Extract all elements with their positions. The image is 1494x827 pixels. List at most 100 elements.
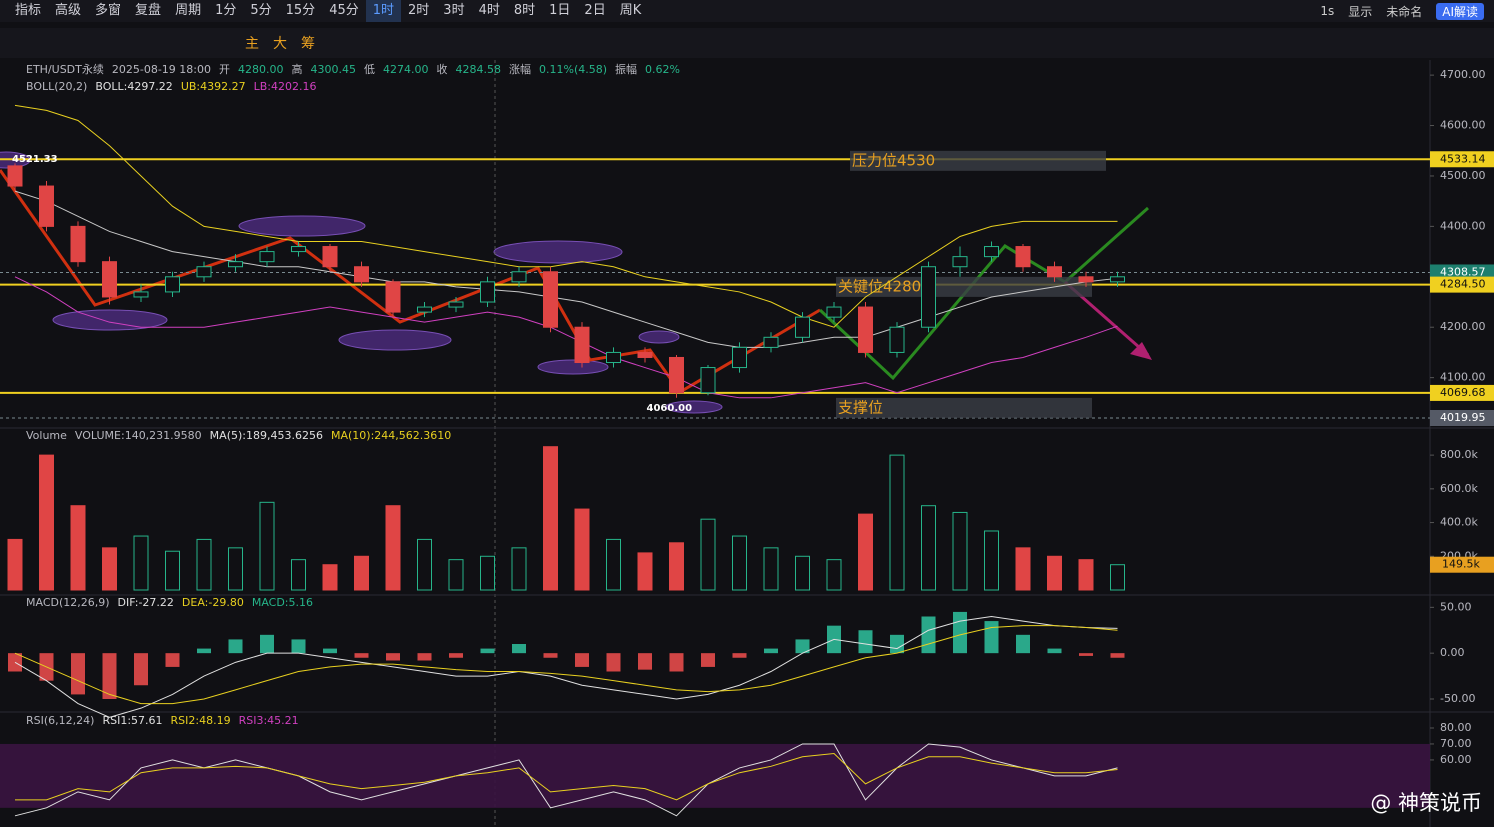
macd-bar	[1016, 634, 1030, 654]
candle-body	[39, 185, 54, 227]
candle-body	[637, 351, 653, 358]
macd-bar	[512, 644, 526, 654]
macd-bar	[1047, 648, 1062, 654]
toolbar-item[interactable]: 1s	[1320, 4, 1335, 18]
toolbar-item[interactable]: 2时	[408, 3, 430, 18]
volume-bar	[858, 513, 873, 591]
y-tick-label: 400.0k	[1440, 516, 1478, 529]
toolbar-item[interactable]: 周K	[619, 3, 642, 18]
toolbar-item[interactable]: 高级	[55, 3, 82, 18]
volume-bar	[102, 547, 117, 591]
volume-bar	[448, 559, 464, 591]
macd-bar	[984, 621, 999, 654]
macd-bar	[417, 653, 432, 661]
toolbar-item[interactable]: 1日	[549, 3, 571, 18]
macd-bar	[71, 653, 85, 695]
toolbar-item[interactable]: 3时	[443, 3, 465, 18]
tool[interactable]: 筹	[301, 36, 315, 52]
indicator-label: RSI2:48.19	[171, 714, 231, 727]
macd-bar	[354, 653, 369, 658]
macd-bar	[953, 611, 967, 654]
level-badge	[1430, 151, 1494, 168]
toolbar-item[interactable]: 4时	[478, 3, 500, 18]
rsi-line	[14, 743, 1118, 817]
candle-body	[165, 276, 180, 293]
volume-bar	[763, 547, 779, 591]
macd-bar	[134, 653, 148, 686]
candle-body	[826, 306, 842, 318]
candle-body	[606, 351, 621, 364]
y-tick-label: 60.00	[1440, 753, 1472, 766]
toolbar-item[interactable]: 5分	[250, 3, 272, 18]
candle-body	[7, 165, 23, 187]
indicator-label: 0.62%	[645, 63, 680, 76]
indicator-label: 4300.45	[311, 63, 357, 76]
toolbar-item[interactable]: 2日	[584, 3, 606, 18]
macd-bar	[701, 653, 715, 667]
toolbar-item[interactable]: 8时	[513, 3, 536, 18]
toolbar-item[interactable]: 指标	[15, 3, 42, 18]
volume-bar	[984, 530, 999, 591]
volume-bar	[795, 555, 810, 591]
annotation-box	[836, 276, 1092, 297]
toolbar-item[interactable]: 未命名	[1386, 4, 1423, 19]
candle-body	[1015, 246, 1031, 268]
y-tick-label: 4500.00	[1440, 169, 1486, 182]
toolbar-item[interactable]: 1分	[215, 3, 237, 18]
volume-bar	[1015, 547, 1031, 591]
toolbar-item[interactable]: 多窗	[95, 3, 122, 18]
candle-body	[574, 326, 590, 364]
macd-bar	[228, 639, 243, 654]
macd-bar	[260, 634, 274, 654]
indicator-label: 低	[364, 63, 375, 76]
y-tick-label: 4100.00	[1440, 371, 1486, 384]
candle-body	[291, 246, 306, 253]
volume-bar	[70, 505, 86, 591]
level-badge	[1430, 276, 1494, 293]
volume-bar	[322, 564, 338, 591]
candle-body	[1047, 266, 1062, 278]
candle-body	[763, 336, 779, 348]
y-tick-label: 4600.00	[1440, 119, 1486, 132]
toolbar-item[interactable]: 1时	[365, 0, 402, 22]
indicator-label: 高	[292, 62, 303, 76]
volume-bar	[952, 511, 968, 591]
candle-body	[70, 225, 86, 263]
macd-bar	[669, 653, 684, 672]
indicator-label: RSI1:57.61	[102, 714, 162, 727]
toolbar-item[interactable]: 周期	[175, 3, 202, 18]
candle-body	[322, 246, 338, 268]
candle-body	[921, 266, 936, 328]
toolbar-item[interactable]: 显示	[1348, 4, 1373, 19]
macd-bar	[795, 639, 810, 654]
volume-bar	[889, 454, 905, 591]
indicator-label: UB:4392.27	[181, 80, 246, 93]
candle-body	[795, 316, 810, 338]
annotation-text: 压力位4530	[852, 151, 935, 169]
toolbar-item[interactable]: 复盘	[135, 3, 162, 18]
volume-bar	[354, 555, 369, 591]
volume-bar	[574, 508, 590, 591]
y-tick-label: 80.00	[1440, 721, 1472, 734]
indicator-label: 0.11%(4.58)	[539, 63, 607, 76]
candle-body	[700, 367, 716, 394]
y-tick-label: 800.0k	[1440, 448, 1478, 461]
volume-last: 149.5k	[1442, 558, 1480, 571]
tool[interactable]: 主	[245, 36, 259, 52]
toolbar-item[interactable]: AI解读	[1436, 2, 1484, 20]
toolbar-item[interactable]: 15分	[285, 3, 316, 18]
y-tick-label: 600.0k	[1440, 482, 1478, 495]
volume-bar	[417, 538, 432, 591]
macd-bar	[386, 653, 400, 661]
indicator-label: 涨幅	[509, 63, 531, 76]
macd-bar	[732, 653, 747, 658]
toolbar-item[interactable]: 45分	[329, 3, 359, 18]
indicator-label: RSI(6,12,24)	[26, 714, 94, 727]
volume-bar	[165, 550, 180, 591]
level-label: 4284.50	[1440, 278, 1486, 291]
macd-bar	[1110, 653, 1125, 658]
toolbar-right: 1s 显示 未命名 AI解读	[1320, 0, 1484, 22]
volume-bar	[480, 555, 495, 591]
indicator-label: VOLUME:140,231.9580	[75, 429, 202, 442]
tool[interactable]: 大	[273, 36, 287, 52]
